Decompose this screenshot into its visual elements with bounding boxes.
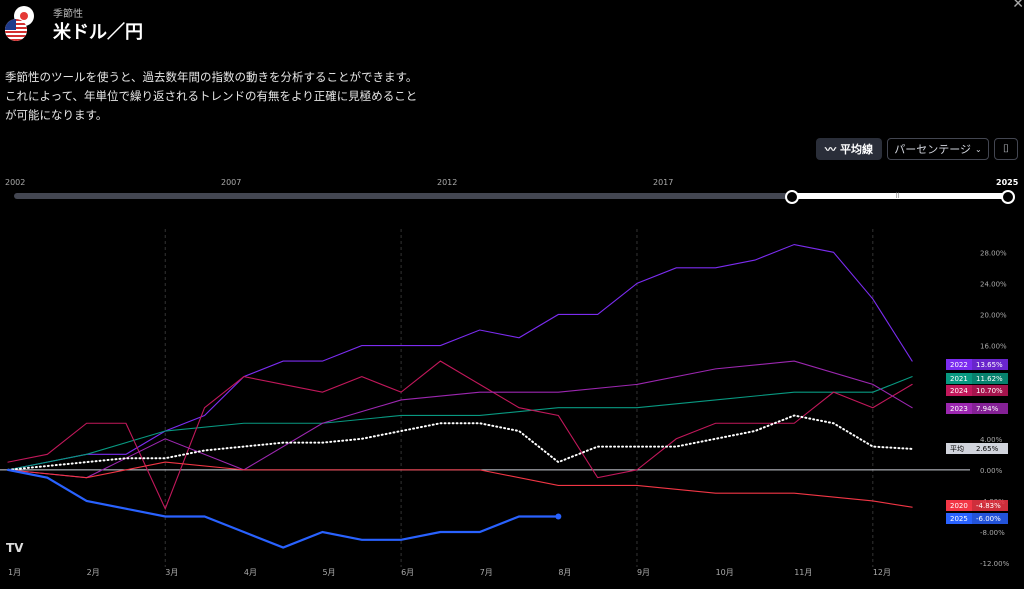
series-line-2025 (6, 468, 560, 549)
x-tick-label: 4月 (244, 568, 257, 577)
x-tick-label: 10月 (716, 568, 734, 577)
series-line-2020 (7, 461, 913, 508)
svg-text:2023: 2023 (950, 405, 968, 413)
svg-text:2021: 2021 (950, 375, 968, 383)
x-tick-label: 8月 (558, 568, 571, 577)
chart-line-icon: 〰 (825, 143, 836, 156)
y-tick-label: 4.00% (980, 436, 1003, 444)
svg-text:2025: 2025 (950, 515, 968, 523)
camera-icon: ⌷ (1002, 142, 1010, 155)
svg-text:-6.00%: -6.00% (976, 515, 1001, 523)
series-label-平均: 平均 2.65% (946, 443, 1008, 454)
average-toggle-label: 平均線 (840, 143, 873, 156)
mode-select-label: パーセンテージ (894, 143, 972, 156)
range-track[interactable] (14, 193, 1008, 199)
camera-button[interactable]: ⌷ (994, 138, 1018, 160)
range-tick-2025: 2025 (996, 178, 1019, 187)
x-tick-label: 3月 (165, 568, 178, 577)
x-tick-label: 12月 (873, 568, 891, 577)
svg-text:平均: 平均 (950, 444, 964, 453)
x-tick-label: 7月 (480, 568, 493, 577)
series-line-2023 (7, 360, 913, 479)
series-label-2021: 2021 11.62% (946, 373, 1008, 384)
svg-text:13.65%: 13.65% (976, 361, 1003, 369)
description-line-2: これによって、年単位で繰り返されるトレンドの有無をより正確に見極めること (5, 89, 418, 103)
chevron-down-icon: ⌄ (975, 144, 982, 154)
category-label: 季節性 (53, 9, 83, 20)
average-toggle-button[interactable]: 〰 平均線 (816, 138, 882, 160)
svg-text:2020: 2020 (950, 502, 968, 510)
x-tick-label: 9月 (637, 568, 650, 577)
svg-text:7.94%: 7.94% (976, 405, 999, 413)
description-line-3: が可能になります。 (5, 108, 108, 122)
svg-text:10.70%: 10.70% (976, 387, 1003, 395)
series-label-2020: 2020 -4.83% (946, 500, 1008, 511)
seasonal-chart: 28.00%24.00%20.00%16.00%4.00%0.00%-4.00%… (0, 229, 1010, 577)
y-tick-label: 28.00% (980, 249, 1007, 257)
x-tick-label: 2月 (87, 568, 100, 577)
page-title: 米ドル／円 (53, 22, 143, 43)
range-tick-2017: 2017 (653, 178, 674, 187)
y-tick-label: -8.00% (980, 529, 1005, 537)
svg-text:11.62%: 11.62% (976, 375, 1003, 383)
range-handle-right[interactable] (1001, 190, 1015, 204)
range-tick-2012: 2012 (437, 178, 458, 187)
series-line-2021 (7, 376, 913, 471)
svg-text:2024: 2024 (950, 387, 968, 395)
mode-select[interactable]: パーセンテージ ⌄ (887, 138, 989, 160)
svg-text:2022: 2022 (950, 361, 968, 369)
series-line-2022 (7, 243, 913, 471)
y-tick-label: 0.00% (980, 467, 1003, 475)
y-tick-label: -12.00% (980, 560, 1010, 568)
svg-text:-4.83%: -4.83% (976, 502, 1001, 510)
range-selected[interactable] (791, 193, 1008, 199)
series-label-2022: 2022 13.65% (946, 359, 1008, 370)
series-endpoint-2025 (555, 513, 562, 520)
description: 季節性のツールを使うと、過去数年間の指数の動きを分析することができます。 これに… (5, 68, 417, 125)
drag-handle-icon[interactable]: ⠿ (895, 192, 901, 200)
y-tick-label: 20.00% (980, 311, 1007, 319)
series-line-平均 (7, 414, 914, 471)
svg-text:2.65%: 2.65% (976, 445, 999, 453)
range-tick-2007: 2007 (221, 178, 242, 187)
x-tick-label: 5月 (322, 568, 335, 577)
x-tick-label: 1月 (8, 568, 21, 577)
series-label-2024: 2024 10.70% (946, 385, 1008, 396)
range-handle-left[interactable] (785, 190, 799, 204)
range-tick-2002: 2002 (5, 178, 26, 187)
x-tick-label: 6月 (401, 568, 414, 577)
tradingview-logo: TV (6, 541, 24, 555)
description-line-1: 季節性のツールを使うと、過去数年間の指数の動きを分析することができます。 (5, 70, 418, 84)
y-tick-label: 24.00% (980, 280, 1007, 288)
series-line-2024 (7, 360, 913, 511)
usd-flag-icon (5, 6, 34, 41)
x-tick-label: 11月 (794, 568, 812, 577)
series-label-2025: 2025 -6.00% (946, 513, 1008, 524)
close-icon[interactable]: ✕ (1012, 0, 1024, 12)
series-label-2023: 2023 7.94% (946, 403, 1008, 414)
y-tick-label: 16.00% (980, 343, 1007, 351)
